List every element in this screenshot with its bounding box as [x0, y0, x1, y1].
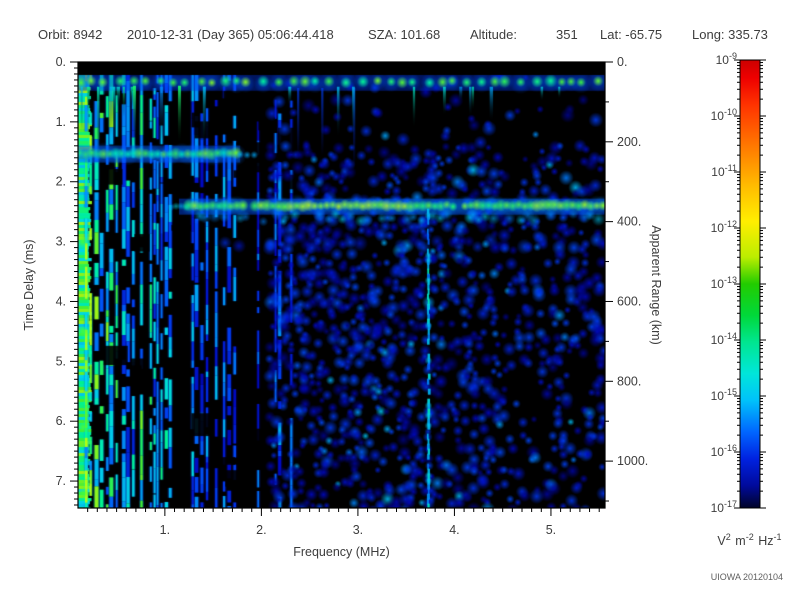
svg-text:10-13: 10-13 — [711, 275, 737, 291]
svg-text:200.: 200. — [617, 135, 641, 149]
altitude-label: Altitude: — [470, 27, 517, 42]
svg-text:10-15: 10-15 — [711, 387, 737, 403]
svg-text:10-14: 10-14 — [711, 331, 737, 347]
svg-text:10-12: 10-12 — [711, 219, 737, 235]
svg-text:6.: 6. — [56, 414, 66, 428]
svg-text:10-17: 10-17 — [711, 499, 737, 515]
sza-value: SZA: 101.68 — [368, 27, 441, 42]
svg-text:0.: 0. — [56, 55, 66, 69]
svg-text:10-16: 10-16 — [711, 443, 737, 459]
svg-text:2.: 2. — [56, 175, 66, 189]
svg-text:400.: 400. — [617, 215, 641, 229]
svg-text:600.: 600. — [617, 294, 641, 308]
svg-text:3.: 3. — [353, 523, 363, 537]
orbit-value: Orbit: 8942 — [38, 27, 103, 42]
latitude-value: Lat: -65.75 — [600, 27, 663, 42]
colorbar-unit-label: V2 m-2 Hz-1 — [717, 532, 782, 548]
longitude-value: Long: 335.73 — [692, 27, 768, 42]
svg-text:10-11: 10-11 — [711, 163, 737, 179]
svg-text:2.: 2. — [256, 523, 266, 537]
svg-text:1.: 1. — [56, 115, 66, 129]
altitude-value: 351 — [556, 27, 578, 42]
svg-text:Apparent Range (km): Apparent Range (km) — [649, 225, 663, 345]
svg-text:7.: 7. — [56, 474, 66, 488]
svg-text:0.: 0. — [617, 55, 627, 69]
credit-text: UIOWA 20120104 — [711, 572, 783, 582]
svg-text:4.: 4. — [449, 523, 459, 537]
svg-text:800.: 800. — [617, 374, 641, 388]
svg-text:Frequency (MHz): Frequency (MHz) — [293, 545, 390, 559]
svg-text:5.: 5. — [56, 354, 66, 368]
svg-text:10-10: 10-10 — [711, 107, 737, 123]
svg-text:Time Delay (ms): Time Delay (ms) — [22, 239, 36, 330]
header-info: Orbit: 8942 2010-12-31 (Day 365) 05:06:4… — [0, 27, 800, 43]
svg-text:1.: 1. — [160, 523, 170, 537]
svg-text:4.: 4. — [56, 294, 66, 308]
svg-text:3.: 3. — [56, 235, 66, 249]
datetime-value: 2010-12-31 (Day 365) 05:06:44.418 — [127, 27, 334, 42]
svg-text:5.: 5. — [546, 523, 556, 537]
spectrogram-image — [78, 62, 605, 508]
svg-text:10-9: 10-9 — [716, 51, 737, 67]
svg-text:1000.: 1000. — [617, 454, 648, 468]
